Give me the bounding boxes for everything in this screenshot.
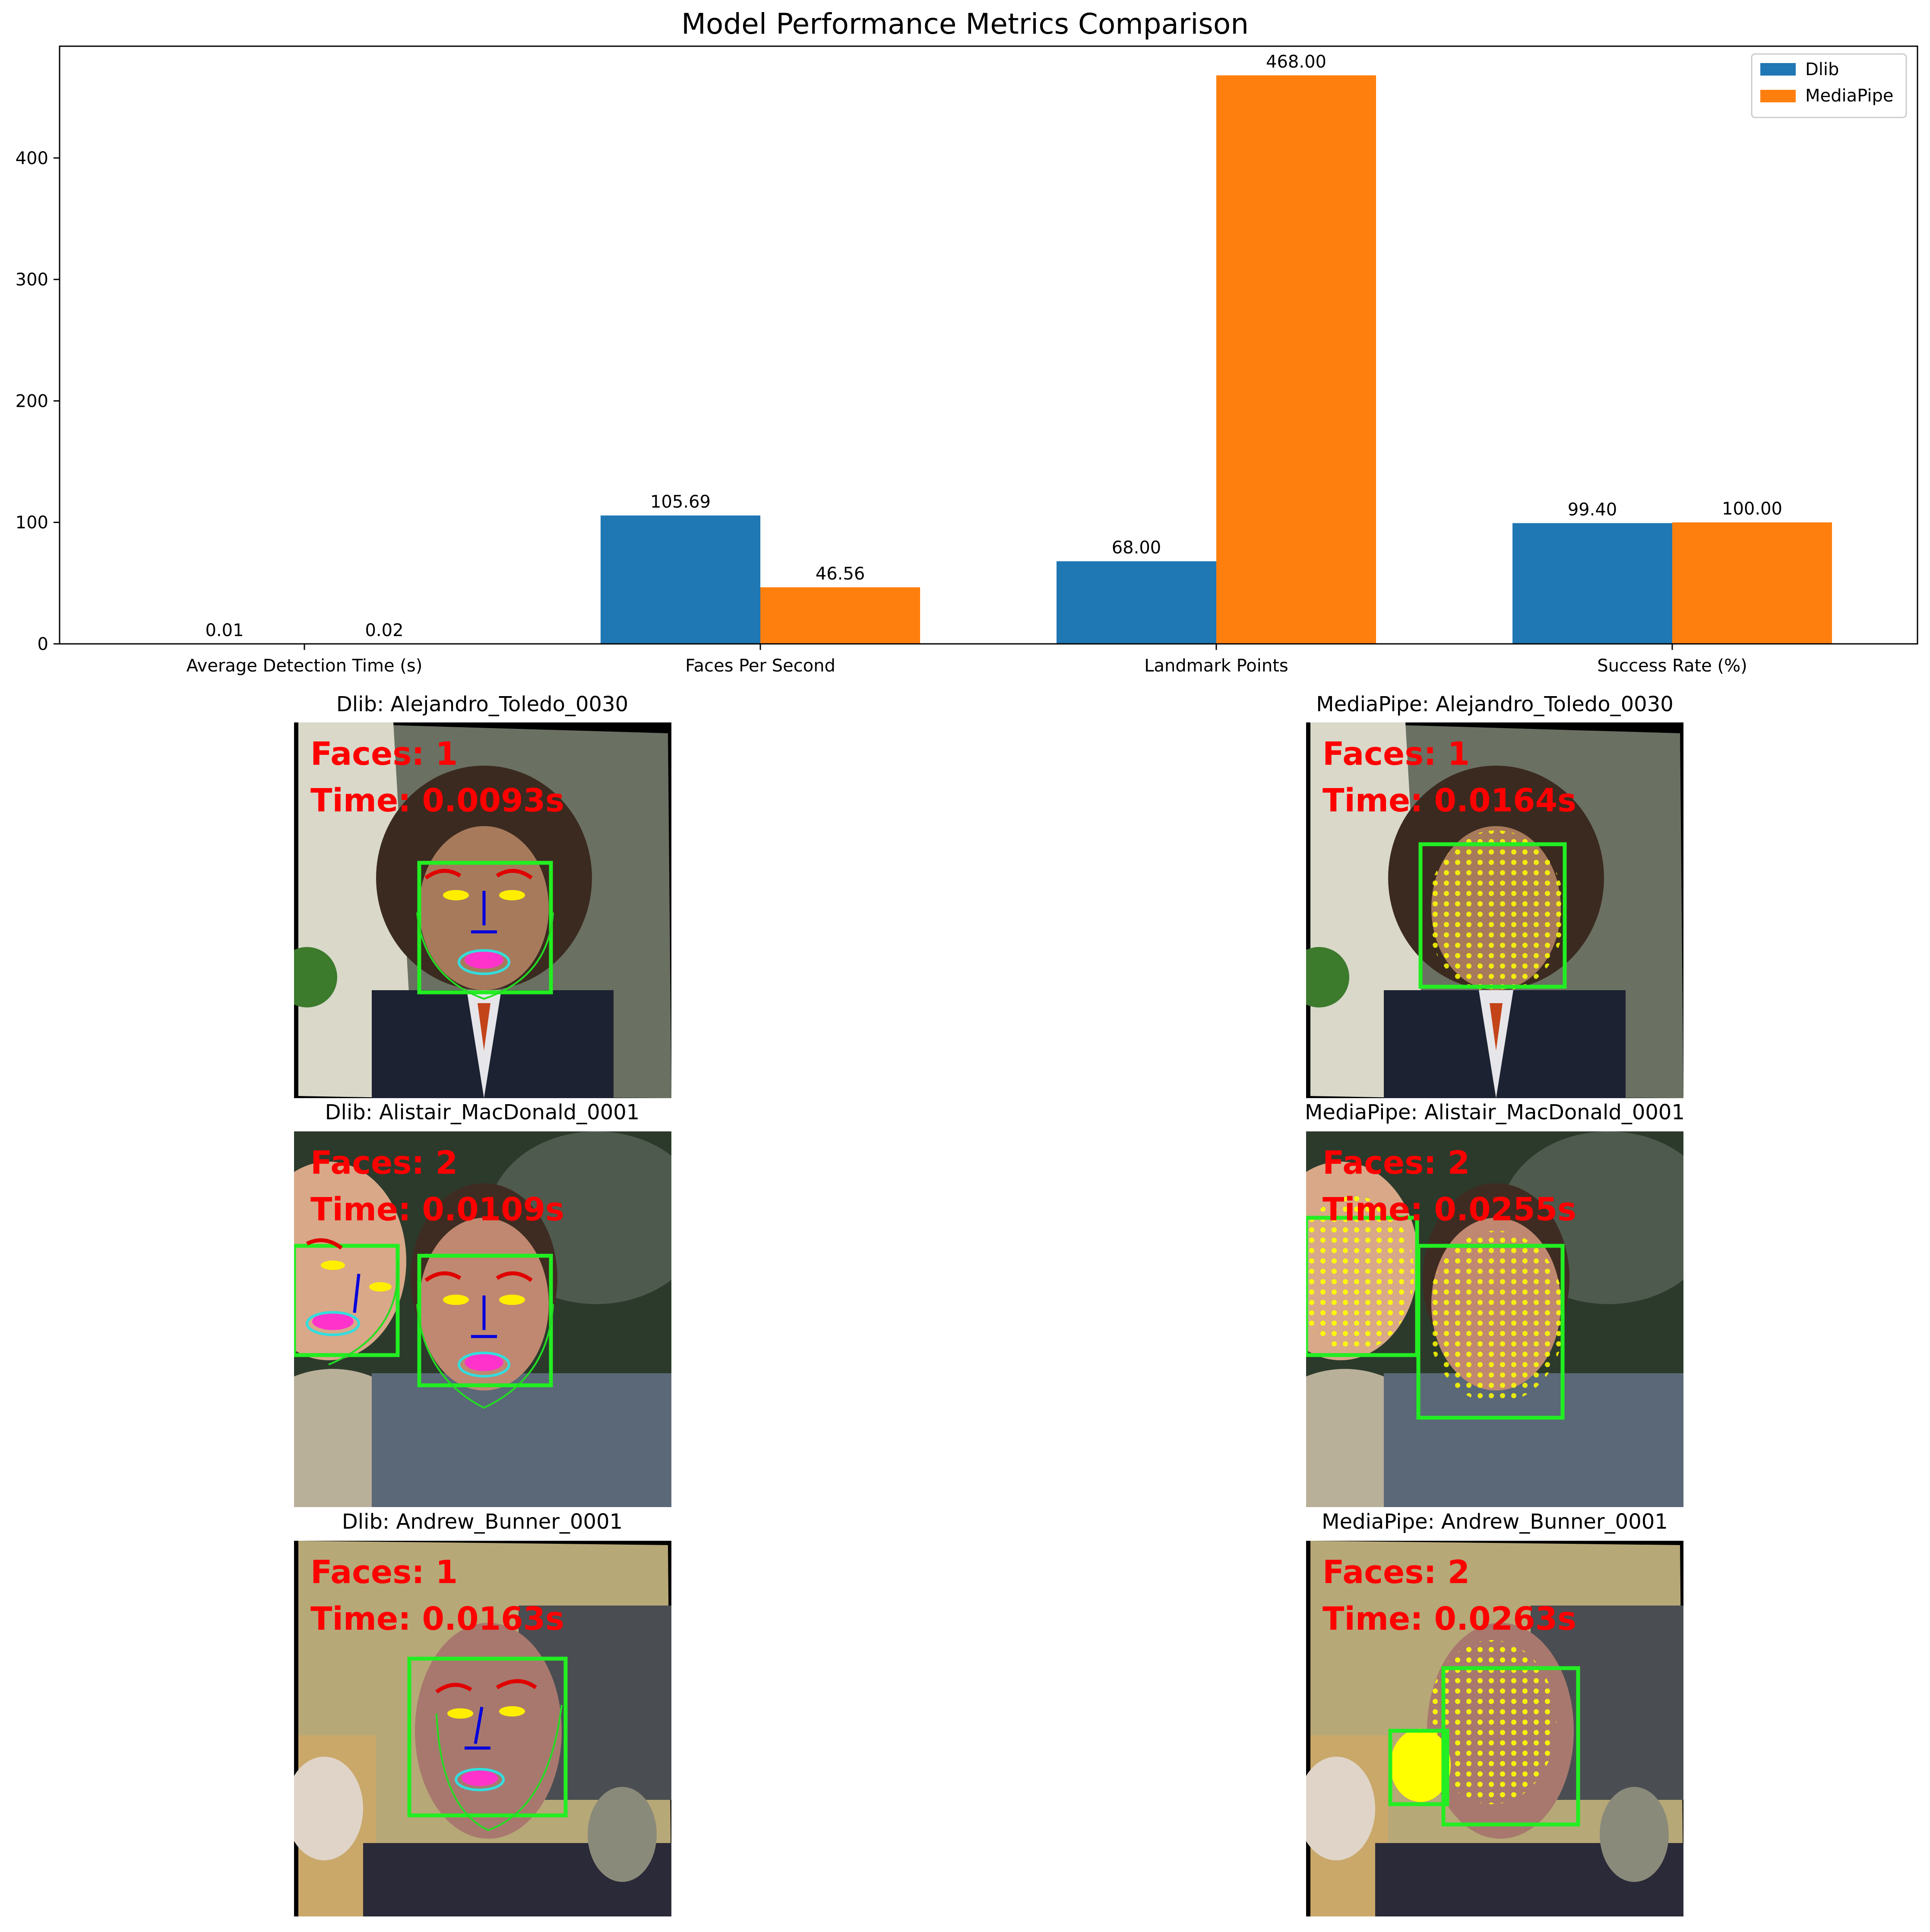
y-tick-label: 100 (16, 513, 48, 533)
legend-swatch-dlib (1760, 63, 1796, 76)
time-label: Time: 0.0109s (310, 1191, 565, 1228)
bar-value-label: 100.00 (1722, 499, 1782, 519)
bar-dlib (601, 515, 760, 644)
face-image-dlib-alejandro: Faces: 1 Time: 0.0093s (294, 722, 671, 1098)
plot-frame (59, 45, 1918, 645)
legend-swatch-mediapipe (1760, 90, 1796, 102)
faces-count-label: Faces: 1 (310, 735, 458, 773)
legend-label-mediapipe: MediaPipe (1805, 86, 1894, 106)
time-label: Time: 0.0263s (1323, 1600, 1577, 1637)
bar-value-label: 468.00 (1266, 52, 1326, 72)
bar-mediapipe (1672, 522, 1832, 644)
x-tick-label: Landmark Points (1144, 656, 1288, 676)
bar-chart: Model Performance Metrics Comparison 0 10… (16, 7, 1918, 676)
legend-label-dlib: Dlib (1805, 60, 1839, 79)
faces-count-label: Faces: 2 (1323, 1554, 1470, 1591)
bar-value-label: 0.01 (205, 621, 244, 640)
face-image-dlib-andrew: Faces: 1 Time: 0.0163s (294, 1541, 671, 1916)
faces-count-label: Faces: 1 (310, 1554, 458, 1591)
face-image-mediapipe-alejandro: Faces: 1 Time: 0.0164s (1306, 722, 1683, 1098)
face-image-dlib-alistair: Faces: 2 Time: 0.0109s (294, 1131, 671, 1507)
bar-value-label: 68.00 (1112, 538, 1161, 558)
y-tick-label: 300 (16, 270, 48, 290)
bar-dlib (1512, 523, 1672, 644)
bar-value-label: 105.69 (650, 492, 711, 512)
panel-title: MediaPipe: Alejandro_Toledo_0030 (1316, 692, 1674, 716)
face-image-mediapipe-alistair: Faces: 2 Time: 0.0255s (1306, 1131, 1683, 1507)
y-tick-label: 0 (38, 634, 48, 654)
faces-count-label: Faces: 2 (310, 1144, 458, 1181)
time-label: Time: 0.0164s (1323, 782, 1577, 819)
panel-title: MediaPipe: Alistair_MacDonald_0001 (1305, 1100, 1685, 1124)
panel-title: Dlib: Alejandro_Toledo_0030 (336, 692, 629, 716)
panel-title: Dlib: Alistair_MacDonald_0001 (325, 1100, 640, 1124)
bar-value-label: 46.56 (816, 564, 865, 584)
bar-dlib (1057, 561, 1216, 644)
bar-mediapipe (760, 587, 920, 644)
time-label: Time: 0.0255s (1323, 1191, 1577, 1228)
faces-count-label: Faces: 2 (1323, 1144, 1470, 1181)
y-tick-label: 400 (16, 149, 48, 168)
face-image-mediapipe-andrew: Faces: 2 Time: 0.0263s (1306, 1541, 1683, 1916)
panel-title: MediaPipe: Andrew_Bunner_0001 (1322, 1510, 1668, 1534)
chart-title: Model Performance Metrics Comparison (681, 7, 1249, 41)
bar-value-label: 0.02 (365, 621, 403, 640)
x-tick-label: Average Detection Time (s) (187, 656, 423, 676)
x-tick-label: Success Rate (%) (1597, 656, 1747, 676)
bar-value-label: 99.40 (1568, 500, 1617, 519)
bar-mediapipe (1216, 75, 1376, 644)
x-tick-label: Faces Per Second (685, 656, 835, 676)
faces-count-label: Faces: 1 (1323, 735, 1470, 773)
time-label: Time: 0.0163s (310, 1600, 565, 1637)
y-tick-label: 200 (16, 391, 48, 411)
legend: Dlib MediaPipe (1751, 53, 1907, 118)
panel-title: Dlib: Andrew_Bunner_0001 (342, 1510, 623, 1534)
time-label: Time: 0.0093s (310, 782, 565, 819)
